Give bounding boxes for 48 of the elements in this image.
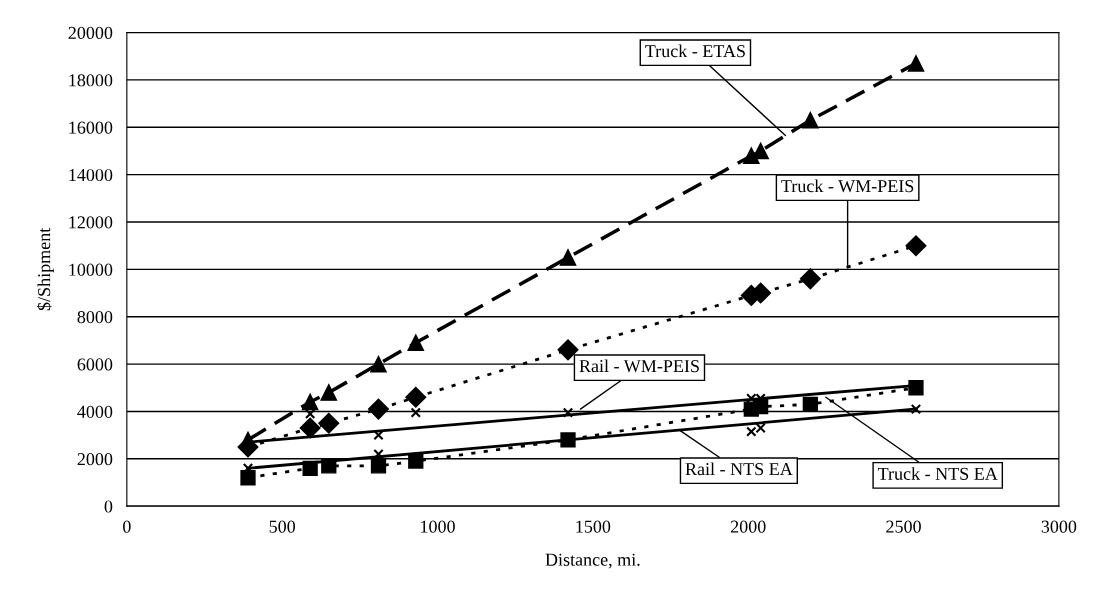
x-tick-label: 2000: [730, 520, 766, 533]
point: [318, 412, 340, 434]
x-tick-label: 1000: [421, 520, 455, 533]
point: [367, 398, 390, 420]
y-tick-label: 4000: [77, 405, 113, 418]
annotation: Truck - ETAS: [645, 44, 745, 58]
point: [802, 396, 818, 412]
point: [301, 393, 319, 411]
point: [407, 334, 425, 352]
point: [742, 147, 760, 165]
point: [410, 407, 421, 418]
y-tick-label: 20000: [68, 26, 113, 39]
x-tick-label: 1500: [576, 520, 611, 533]
annotation: Truck - NTS EA: [877, 467, 998, 480]
y-tick-label: 12000: [69, 216, 113, 229]
y-tick-label: 2000: [77, 453, 113, 466]
annotation: Truck - WM-PEIS: [781, 179, 914, 193]
x-tick-label: 2500: [886, 520, 921, 533]
point: [802, 111, 819, 129]
point: [908, 380, 924, 396]
y-tick-label: 0: [104, 500, 113, 513]
x-axis-title: Distance, mi.: [545, 553, 640, 569]
y-tick-label: 6000: [77, 358, 113, 371]
point: [408, 453, 424, 469]
y-tick-label: 18000: [69, 74, 113, 87]
x-tick-label: 500: [269, 520, 296, 533]
point: [370, 458, 387, 474]
point: [799, 268, 821, 290]
point: [240, 470, 256, 486]
point: [320, 384, 338, 401]
point: [562, 407, 574, 418]
point: [559, 249, 577, 266]
y-tick-label: 10000: [69, 263, 113, 276]
y-tick-label: 16000: [69, 121, 113, 134]
point: [907, 55, 925, 72]
y-tick-label: 8000: [77, 310, 113, 324]
point: [370, 355, 387, 373]
annotation: Rail - WM-PEIS: [579, 359, 699, 373]
y-axis-title: $/Shipment: [37, 227, 54, 311]
x-tick-label: 0: [123, 520, 131, 533]
point: [405, 386, 427, 408]
point: [299, 417, 321, 439]
y-tick-label: 14000: [69, 168, 113, 182]
point: [557, 339, 579, 361]
annotation: Rail - NTS EA: [685, 462, 793, 476]
x-tick-label: 3000: [1041, 520, 1077, 533]
point: [905, 235, 927, 257]
point: [910, 403, 922, 415]
